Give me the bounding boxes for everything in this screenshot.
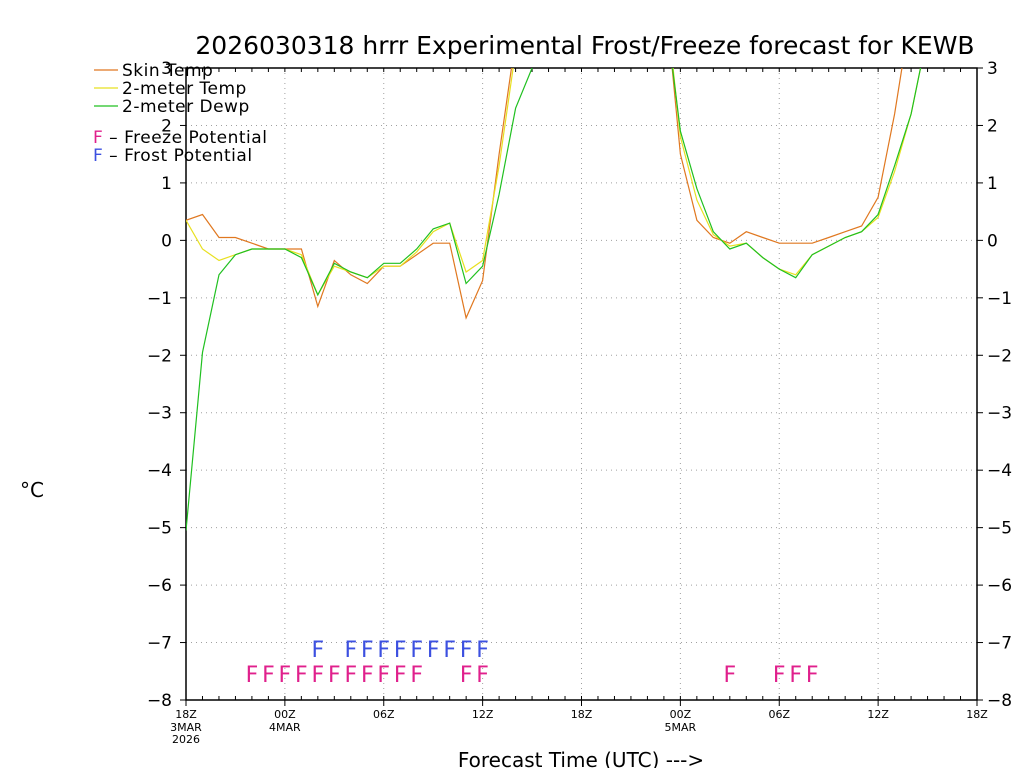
freeze-flag: F — [328, 663, 341, 688]
y-tick-label: −7 — [147, 634, 172, 654]
freeze-flag: F — [246, 663, 259, 688]
x-tick-date: 4MAR — [269, 721, 301, 734]
y-tick-label-right: 1 — [987, 174, 998, 194]
y-tick-label-right: −5 — [987, 519, 1012, 539]
x-tick-label: 12Z — [867, 708, 889, 721]
y-tick-label-right: −2 — [987, 346, 1012, 366]
series-line-skin-temp — [671, 68, 903, 244]
axis-ticks: 3 3 2 2 1 1 0 0 −1 −1 −2 −2 −3 −3 −4 −4 −5 −5 −6 −6 −7 −7 −8 −8… — [147, 59, 1012, 746]
freeze-flag: F — [377, 663, 390, 688]
y-tick-label-right: −6 — [987, 576, 1012, 596]
y-tick-label: −1 — [147, 289, 172, 309]
y-tick-label-right: 0 — [987, 231, 998, 251]
y-tick-label: −2 — [147, 346, 172, 366]
flag-legend-text: – Freeze Potential — [103, 128, 267, 148]
y-tick-label: 2 — [161, 116, 172, 136]
frost-flag: F — [460, 638, 473, 663]
y-tick-label: 3 — [161, 59, 172, 79]
freeze-flag: F — [773, 663, 786, 688]
flag-legend-letter: F — [93, 128, 103, 148]
freeze-flag: F — [312, 663, 325, 688]
x-tick-label: 12Z — [472, 708, 494, 721]
y-tick-label: −4 — [147, 461, 172, 481]
chart-title: 2026030318 hrrr Experimental Frost/Freez… — [195, 31, 974, 60]
series-line-2-meter-temp — [672, 68, 922, 276]
y-tick-label-right: −8 — [987, 691, 1012, 711]
y-tick-label-right: −4 — [987, 461, 1012, 481]
series-line-2-meter-dewp — [671, 68, 922, 279]
series-line-2-meter-dewp — [186, 68, 533, 531]
y-tick-label: −8 — [147, 691, 172, 711]
legend-label: Skin Temp — [122, 61, 213, 81]
frost-flag: F — [344, 638, 357, 663]
y-tick-label: −5 — [147, 519, 172, 539]
y-tick-label-right: −3 — [987, 404, 1012, 424]
frost-flag: F — [361, 638, 374, 663]
frost-flag: F — [443, 638, 456, 663]
x-tick-label: 18Z — [571, 708, 593, 721]
flag-legend-entry: F – Frost Potential — [93, 146, 253, 166]
y-tick-label-right: 3 — [987, 59, 998, 79]
freeze-flag: F — [295, 663, 308, 688]
freeze-flag: F — [476, 663, 489, 688]
x-tick-label: 00Z — [670, 708, 692, 721]
frost-flag: F — [377, 638, 390, 663]
y-tick-label: −6 — [147, 576, 172, 596]
y-tick-label-right: 2 — [987, 116, 998, 136]
legend-label: 2-meter Temp — [122, 79, 247, 99]
frost-flag: F — [476, 638, 489, 663]
legend-label: 2-meter Dewp — [122, 97, 250, 117]
flag-legend-text: – Frost Potential — [103, 146, 252, 166]
frost-flag: F — [394, 638, 407, 663]
flag-legend-letter: F — [93, 146, 103, 166]
x-tick-label: 06Z — [768, 708, 790, 721]
series-lines — [186, 68, 922, 531]
y-tick-label: 1 — [161, 174, 172, 194]
x-tick-date: 3MAR — [170, 721, 202, 734]
y-tick-label-right: −7 — [987, 634, 1012, 654]
x-tick-date: 2026 — [172, 733, 200, 746]
potential-flags: F F F F F F F F F FF F F F F F F F F F F F F F F F F — [246, 638, 819, 688]
flag-legend-entry: F – Freeze Potential — [93, 128, 267, 148]
gridlines — [186, 68, 977, 700]
freeze-flag: F — [262, 663, 275, 688]
y-tick-label: −3 — [147, 404, 172, 424]
x-tick-label: 18Z — [966, 708, 988, 721]
freeze-flag: F — [789, 663, 802, 688]
x-tick-label: 00Z — [274, 708, 296, 721]
freeze-flag: F — [460, 663, 473, 688]
freeze-flag: F — [806, 663, 819, 688]
freeze-flag: F — [410, 663, 423, 688]
freeze-flag: F — [394, 663, 407, 688]
freeze-flag: F — [279, 663, 292, 688]
series-line-skin-temp — [186, 68, 513, 320]
x-tick-label: 18Z — [175, 708, 197, 721]
frost-flag: F — [427, 638, 440, 663]
frost-flag: F — [312, 638, 325, 663]
x-tick-label: 06Z — [373, 708, 395, 721]
frost-flag: F — [410, 638, 423, 663]
freeze-flag: F — [361, 663, 374, 688]
x-tick-date: 5MAR — [665, 721, 697, 734]
x-axis-label: Forecast Time (UTC) ---> — [458, 748, 704, 768]
y-tick-label-right: −1 — [987, 289, 1012, 309]
y-axis-label: °C — [20, 478, 44, 502]
freeze-flag: F — [344, 663, 357, 688]
y-tick-label: 0 — [161, 231, 172, 251]
freeze-flag: F — [723, 663, 736, 688]
